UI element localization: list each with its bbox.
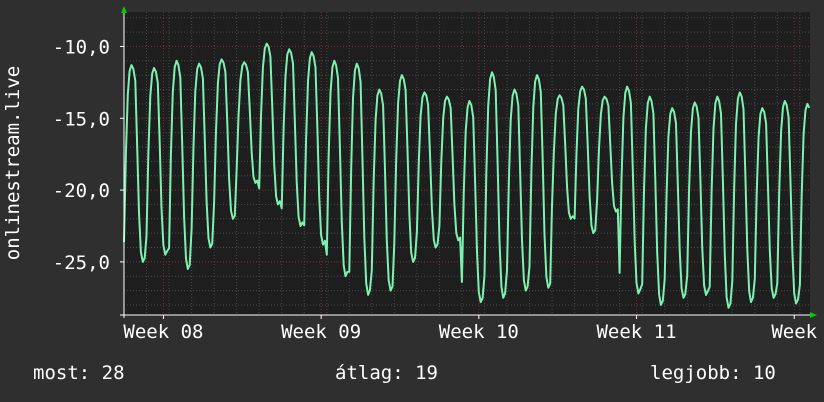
footer-average: átlag: 19	[335, 362, 438, 384]
footer-most: most: 28	[33, 362, 125, 384]
footer-best: legjobb: 10	[650, 362, 776, 384]
chart-svg: -10,0-15,0-20,0-25,0 Week 08 Week 09 Week …	[2, 6, 818, 343]
x-tick-label: Week 09	[281, 321, 361, 343]
x-axis-arrow-icon	[810, 312, 817, 318]
x-tick-label: Week 08	[123, 321, 203, 343]
y-axis-label: onlinestream.live	[2, 66, 24, 260]
y-tick-label: -20,0	[53, 180, 110, 202]
y-axis-ticks: -10,0 -15,0 -20,0 -25,0	[53, 36, 124, 274]
x-axis-ticks: Week 08 Week 09 Week 10 Week 11 Week	[123, 315, 818, 343]
y-tick-label: -10,0	[53, 36, 110, 58]
axes	[120, 6, 817, 318]
x-tick-label: Week 11	[596, 321, 676, 343]
y-tick-label: -15,0	[53, 108, 110, 130]
x-tick-label: Week	[771, 321, 817, 343]
series-line	[123, 42, 811, 309]
y-axis-arrow-icon	[121, 6, 127, 13]
plot-background	[124, 12, 810, 315]
y-tick-label: -25,0	[53, 252, 110, 274]
x-tick-label: Week 10	[439, 321, 519, 343]
